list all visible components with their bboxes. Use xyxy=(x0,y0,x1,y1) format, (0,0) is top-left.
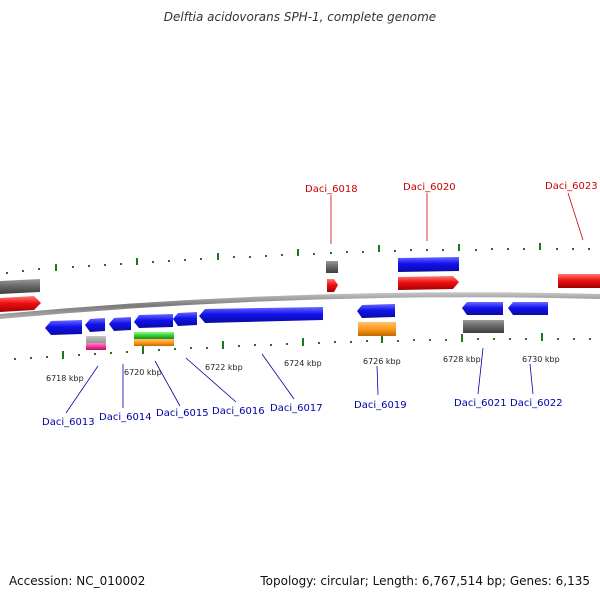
scale-label: 6722 kbp xyxy=(205,363,243,372)
gene-label[interactable]: Daci_6018 xyxy=(305,184,358,195)
gene-feature[interactable] xyxy=(357,304,395,318)
gene-feature[interactable] xyxy=(109,317,131,331)
gene-label[interactable]: Daci_6014 xyxy=(99,412,152,423)
gene-feature[interactable] xyxy=(358,322,396,336)
gene-feature[interactable] xyxy=(199,307,323,323)
topology-text: Topology: circular; Length: 6,767,514 bp… xyxy=(260,574,590,588)
gene-feature[interactable] xyxy=(398,257,459,272)
page-title: Delftia acidovorans SPH-1, complete geno… xyxy=(163,10,437,24)
gene-feature[interactable] xyxy=(0,296,41,312)
gene-label[interactable]: Daci_6019 xyxy=(354,400,407,411)
upper-tick-track xyxy=(6,243,590,274)
gene-label[interactable]: Daci_6020 xyxy=(403,182,456,193)
reverse-strand-features xyxy=(45,302,548,350)
gene-label[interactable]: Daci_6021 xyxy=(454,398,507,409)
gene-feature[interactable] xyxy=(327,279,338,292)
accession-text: Accession: NC_010002 xyxy=(9,574,146,588)
scale-label: 6724 kbp xyxy=(284,359,322,368)
gene-label[interactable]: Daci_6022 xyxy=(510,398,563,409)
gene-feature[interactable] xyxy=(462,302,503,315)
gene-feature[interactable] xyxy=(85,318,105,332)
gene-feature[interactable] xyxy=(398,276,459,290)
gene-feature[interactable] xyxy=(86,336,106,343)
gene-feature[interactable] xyxy=(463,320,504,333)
gene-label[interactable]: Daci_6016 xyxy=(212,406,265,417)
gene-label[interactable]: Daci_6015 xyxy=(156,408,209,419)
lower-tick-track xyxy=(14,333,591,360)
scale-label: 6720 kbp xyxy=(124,368,162,377)
gene-feature[interactable] xyxy=(508,302,548,315)
scale-label: 6718 kbp xyxy=(46,374,84,383)
scale-label: 6730 kbp xyxy=(522,355,560,364)
gene-feature[interactable] xyxy=(134,332,174,339)
gene-feature[interactable] xyxy=(173,312,197,326)
top-gene-labels: Daci_6018 Daci_6020 Daci_6023 xyxy=(305,181,598,244)
scale-labels: 6718 kbp 6720 kbp 6722 kbp 6724 kbp 6726… xyxy=(46,355,560,383)
gene-feature[interactable] xyxy=(558,274,600,288)
gene-label[interactable]: Daci_6017 xyxy=(270,403,323,414)
gene-label[interactable]: Daci_6013 xyxy=(42,417,95,428)
gene-feature[interactable] xyxy=(326,261,338,273)
forward-strand-features xyxy=(0,257,600,312)
scale-label: 6728 kbp xyxy=(443,355,481,364)
gene-feature[interactable] xyxy=(86,343,106,350)
bottom-gene-labels: Daci_6013 Daci_6014 Daci_6015 Daci_6016 … xyxy=(42,347,563,428)
gene-label[interactable]: Daci_6023 xyxy=(545,181,598,192)
gene-feature[interactable] xyxy=(45,320,82,335)
scale-label: 6726 kbp xyxy=(363,357,401,366)
gene-feature[interactable] xyxy=(134,339,174,346)
gene-feature[interactable] xyxy=(134,314,173,328)
gene-feature[interactable] xyxy=(0,279,40,294)
genome-backbone xyxy=(0,292,600,319)
